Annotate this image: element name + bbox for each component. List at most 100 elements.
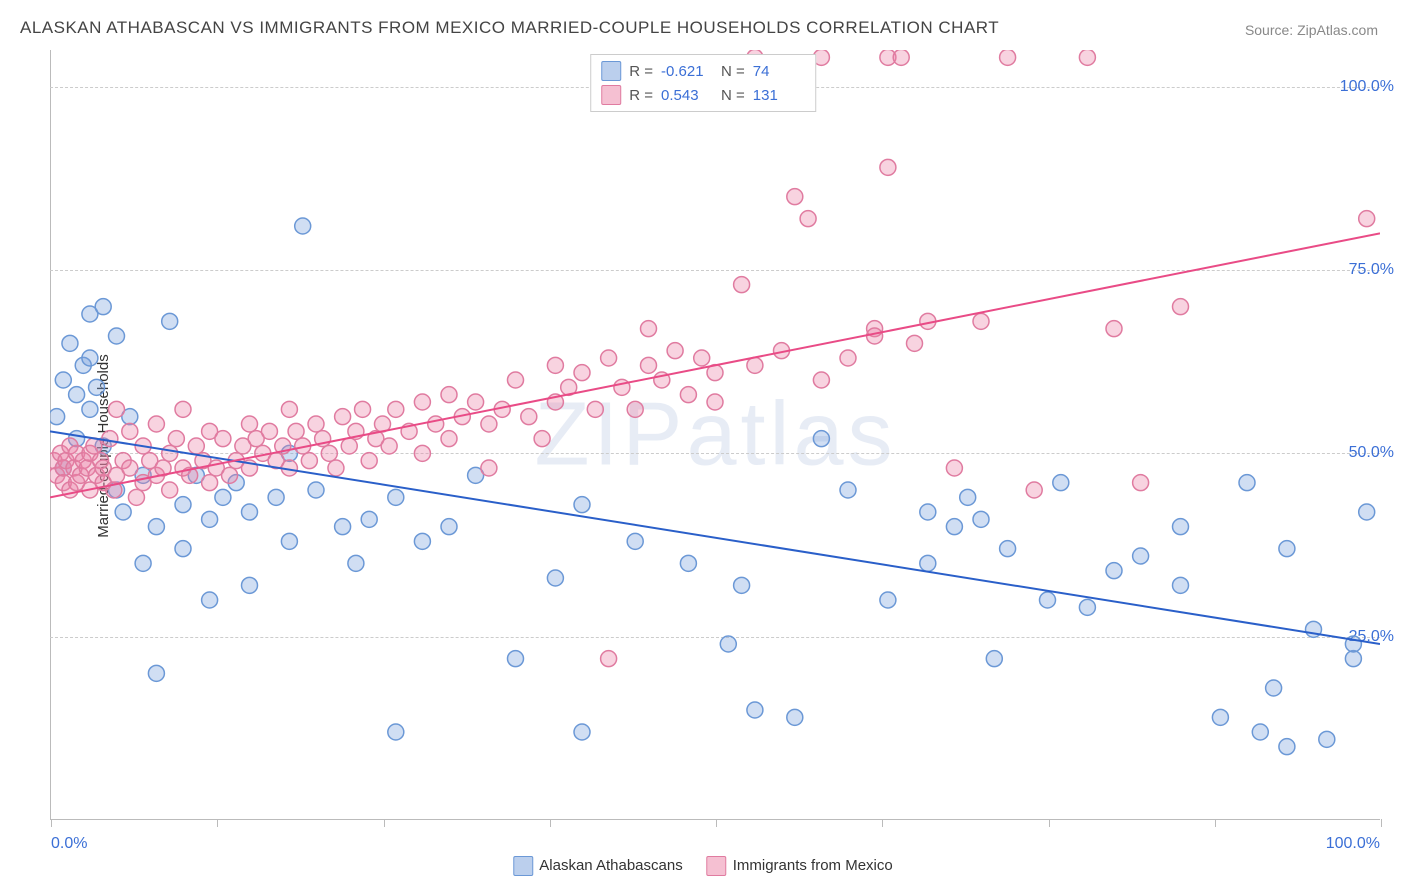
scatter-point bbox=[441, 519, 457, 535]
scatter-point bbox=[667, 343, 683, 359]
legend-label-0: Alaskan Athabascans bbox=[539, 857, 682, 874]
source-link[interactable]: ZipAtlas.com bbox=[1297, 22, 1378, 38]
scatter-point bbox=[242, 416, 258, 432]
legend-item-1: Immigrants from Mexico bbox=[707, 856, 893, 876]
scatter-point bbox=[973, 313, 989, 329]
scatter-point bbox=[441, 431, 457, 447]
scatter-point bbox=[89, 379, 105, 395]
scatter-point bbox=[109, 328, 125, 344]
scatter-point bbox=[281, 533, 297, 549]
regression-line bbox=[50, 431, 1380, 644]
scatter-point bbox=[175, 401, 191, 417]
scatter-point bbox=[335, 409, 351, 425]
scatter-point bbox=[680, 387, 696, 403]
scatter-point bbox=[946, 460, 962, 476]
scatter-point bbox=[341, 438, 357, 454]
scatter-point bbox=[508, 651, 524, 667]
scatter-point bbox=[574, 724, 590, 740]
scatter-point bbox=[321, 445, 337, 461]
stat-n-value-0: 74 bbox=[753, 63, 805, 80]
scatter-point bbox=[1359, 504, 1375, 520]
stat-row-series-0: R = -0.621 N = 74 bbox=[601, 59, 805, 83]
scatter-point bbox=[574, 497, 590, 513]
scatter-point bbox=[148, 665, 164, 681]
scatter-point bbox=[481, 460, 497, 476]
x-axis-max-label: 100.0% bbox=[1326, 835, 1380, 853]
stat-r-label-0: R = bbox=[629, 63, 653, 80]
scatter-point bbox=[813, 50, 829, 65]
scatter-point bbox=[1079, 599, 1095, 615]
scatter-point bbox=[308, 416, 324, 432]
scatter-point bbox=[148, 416, 164, 432]
scatter-point bbox=[1026, 482, 1042, 498]
scatter-point bbox=[162, 482, 178, 498]
stat-n-value-1: 131 bbox=[753, 87, 805, 104]
scatter-point bbox=[301, 453, 317, 469]
scatter-point bbox=[388, 724, 404, 740]
scatter-point bbox=[215, 431, 231, 447]
legend-swatch-1 bbox=[707, 856, 727, 876]
scatter-point bbox=[202, 511, 218, 527]
scatter-point bbox=[907, 335, 923, 351]
scatter-point bbox=[1173, 299, 1189, 315]
scatter-point bbox=[1266, 680, 1282, 696]
scatter-point bbox=[222, 467, 238, 483]
scatter-point bbox=[747, 357, 763, 373]
scatter-point bbox=[361, 453, 377, 469]
scatter-point bbox=[986, 651, 1002, 667]
scatter-point bbox=[840, 350, 856, 366]
scatter-point bbox=[175, 497, 191, 513]
scatter-point bbox=[1319, 731, 1335, 747]
x-tick bbox=[1381, 819, 1382, 827]
scatter-point bbox=[328, 460, 344, 476]
x-tick bbox=[882, 819, 883, 827]
scatter-point bbox=[1000, 541, 1016, 557]
scatter-point bbox=[261, 423, 277, 439]
scatter-point bbox=[115, 504, 131, 520]
scatter-point bbox=[1079, 50, 1095, 65]
scatter-point bbox=[50, 409, 65, 425]
source-prefix: Source: bbox=[1245, 22, 1297, 38]
scatter-point bbox=[335, 519, 351, 535]
stat-n-label-0: N = bbox=[721, 63, 745, 80]
x-tick bbox=[550, 819, 551, 827]
scatter-point bbox=[414, 533, 430, 549]
scatter-point bbox=[122, 423, 138, 439]
x-tick bbox=[217, 819, 218, 827]
x-tick bbox=[384, 819, 385, 827]
scatter-point bbox=[162, 445, 178, 461]
scatter-point bbox=[122, 460, 138, 476]
scatter-point bbox=[1345, 651, 1361, 667]
scatter-point bbox=[867, 328, 883, 344]
scatter-point bbox=[880, 592, 896, 608]
scatter-point bbox=[880, 159, 896, 175]
scatter-point bbox=[55, 372, 71, 388]
scatter-point bbox=[521, 409, 537, 425]
scatter-point bbox=[680, 555, 696, 571]
scatter-point bbox=[1173, 519, 1189, 535]
scatter-point bbox=[168, 431, 184, 447]
scatter-point bbox=[694, 350, 710, 366]
scatter-point bbox=[587, 401, 603, 417]
scatter-point bbox=[295, 218, 311, 234]
scatter-point bbox=[1053, 475, 1069, 491]
x-tick bbox=[716, 819, 717, 827]
scatter-point bbox=[481, 416, 497, 432]
scatter-point bbox=[355, 401, 371, 417]
scatter-point bbox=[1133, 548, 1149, 564]
scatter-point bbox=[62, 335, 78, 351]
source-label: Source: ZipAtlas.com bbox=[1245, 22, 1378, 38]
scatter-point bbox=[414, 445, 430, 461]
scatter-point bbox=[128, 489, 144, 505]
scatter-point bbox=[720, 636, 736, 652]
scatter-point bbox=[388, 489, 404, 505]
scatter-point bbox=[86, 438, 102, 454]
scatter-point bbox=[508, 372, 524, 388]
scatter-point bbox=[162, 313, 178, 329]
scatter-point bbox=[707, 394, 723, 410]
scatter-point bbox=[1133, 475, 1149, 491]
scatter-point bbox=[242, 577, 258, 593]
legend-label-1: Immigrants from Mexico bbox=[733, 857, 893, 874]
stat-r-label-1: R = bbox=[629, 87, 653, 104]
scatter-point bbox=[381, 438, 397, 454]
